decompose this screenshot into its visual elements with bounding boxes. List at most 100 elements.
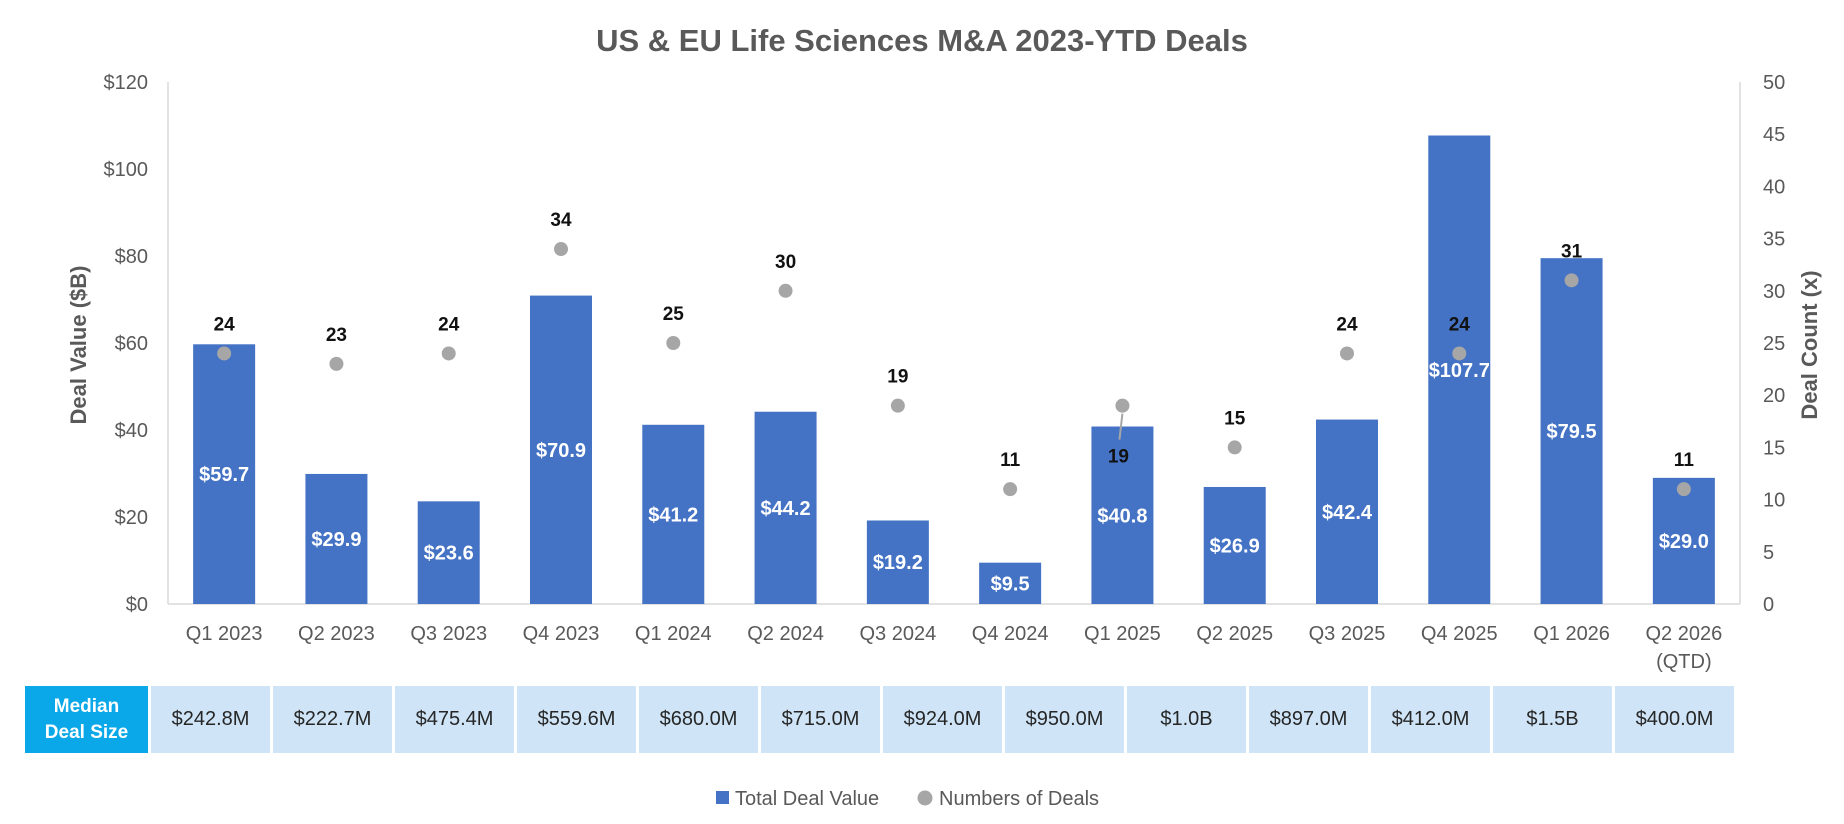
chart-title: US & EU Life Sciences M&A 2023-YTD Deals bbox=[596, 23, 1248, 58]
bar-value-label: $9.5 bbox=[991, 573, 1030, 595]
bar bbox=[1091, 426, 1154, 604]
y-tick-label: $20 bbox=[115, 507, 148, 529]
x-tick-label: Q3 2023 bbox=[410, 623, 487, 645]
bar-value-label: $70.9 bbox=[536, 440, 586, 462]
x-tick-label: Q1 2025 bbox=[1084, 623, 1161, 645]
y2-tick-label: 35 bbox=[1763, 229, 1785, 251]
x-tick-label: Q1 2024 bbox=[635, 623, 712, 645]
x-tick-label: Q1 2026 bbox=[1533, 623, 1610, 645]
x-tick-label: Q4 2025 bbox=[1421, 623, 1498, 645]
bar bbox=[1540, 258, 1603, 604]
y2-tick-label: 25 bbox=[1763, 333, 1785, 355]
deal-count-label: 24 bbox=[214, 314, 236, 335]
median-cell: $715.0M bbox=[761, 686, 880, 753]
deal-count-label: 30 bbox=[775, 252, 796, 273]
bar bbox=[1652, 477, 1715, 604]
y2-tick-label: 50 bbox=[1763, 72, 1785, 94]
points-layer bbox=[217, 242, 1691, 497]
median-cell: $924.0M bbox=[883, 686, 1002, 753]
bar-value-label: $44.2 bbox=[761, 498, 811, 520]
bar bbox=[866, 520, 929, 604]
x-tick-label: Q2 2023 bbox=[298, 623, 375, 645]
deal-count-label: 11 bbox=[1000, 450, 1021, 471]
x-tick-label: Q4 2024 bbox=[972, 623, 1049, 645]
y2-tick-label: 10 bbox=[1763, 490, 1785, 512]
deal-count-point bbox=[217, 346, 232, 361]
median-cell: $950.0M bbox=[1005, 686, 1124, 753]
bar-value-label: $107.7 bbox=[1429, 360, 1490, 382]
x-tick-label: Q2 2025 bbox=[1196, 623, 1273, 645]
bar bbox=[193, 344, 256, 604]
x-tick-label: Q4 2023 bbox=[523, 623, 600, 645]
median-header: Median Deal Size bbox=[25, 686, 148, 753]
median-row: Median Deal Size $242.8M $222.7M $475.4M… bbox=[25, 686, 1734, 753]
x-tick-label: Q2 2024 bbox=[747, 623, 824, 645]
bar-value-label: $59.7 bbox=[199, 464, 249, 486]
median-header-line1: Median bbox=[53, 695, 120, 717]
deal-count-label: 19 bbox=[887, 367, 908, 388]
y2-tick-label: 15 bbox=[1763, 437, 1785, 459]
bar bbox=[754, 411, 817, 604]
deal-count-label: 25 bbox=[663, 304, 685, 325]
y2-axis-label: Deal Count (x) bbox=[1797, 270, 1822, 419]
y2-tick-label: 20 bbox=[1763, 385, 1785, 407]
y2-tick-label: 0 bbox=[1763, 594, 1774, 616]
bar-value-label: $79.5 bbox=[1547, 421, 1597, 443]
y-tick-label: $120 bbox=[104, 72, 149, 94]
y-tick-label: $100 bbox=[104, 159, 149, 181]
bar-value-label: $19.2 bbox=[873, 552, 923, 574]
y2-tick-label: 40 bbox=[1763, 176, 1785, 198]
x-tick-label: Q1 2023 bbox=[186, 623, 263, 645]
deal-count-point bbox=[778, 283, 793, 298]
median-cell: $222.7M bbox=[273, 686, 392, 753]
bar bbox=[979, 562, 1042, 604]
deal-count-label: 34 bbox=[550, 210, 572, 231]
y-axis-label: Deal Value ($B) bbox=[66, 266, 91, 425]
x-tick-label: Q3 2025 bbox=[1309, 623, 1386, 645]
median-deal-size-table: Median Deal Size $242.8M $222.7M $475.4M… bbox=[22, 683, 1737, 756]
bar bbox=[1316, 419, 1378, 604]
deal-count-point bbox=[890, 398, 905, 413]
legend-label-bar: Total Deal Value bbox=[735, 788, 879, 810]
median-cell: $412.0M bbox=[1371, 686, 1490, 753]
legend-swatch-bar bbox=[716, 791, 729, 804]
bar bbox=[305, 473, 368, 604]
deal-count-point bbox=[554, 242, 568, 257]
deal-count-point bbox=[1115, 398, 1130, 413]
deal-count-point bbox=[1564, 273, 1579, 288]
deal-count-label: 19 bbox=[1108, 447, 1129, 468]
bar bbox=[642, 424, 705, 604]
legend: Total Deal Value Numbers of Deals bbox=[716, 788, 1099, 810]
deal-count-label: 11 bbox=[1674, 450, 1695, 471]
deal-count-point bbox=[1452, 346, 1467, 361]
x-tick-label: Q3 2024 bbox=[859, 623, 936, 645]
bar-value-label: $26.9 bbox=[1210, 535, 1260, 557]
median-cell: $897.0M bbox=[1249, 686, 1368, 753]
median-cell: $680.0M bbox=[639, 686, 758, 753]
y-tick-label: $60 bbox=[115, 333, 148, 355]
deal-count-point bbox=[1340, 346, 1354, 361]
labels-layer: $59.7 $29.9 $23.6 $70.9 $41.2 $44.2 $19.2 $9.5 $… bbox=[199, 210, 1709, 595]
y-tick-label: $0 bbox=[126, 594, 148, 616]
deal-count-point bbox=[1676, 482, 1691, 497]
bar-value-label: $41.2 bbox=[648, 504, 698, 526]
x-tick-label-sub: (QTD) bbox=[1656, 651, 1712, 673]
deal-count-label: 24 bbox=[438, 314, 460, 335]
median-cell: $400.0M bbox=[1615, 686, 1734, 753]
bar bbox=[1428, 135, 1491, 604]
deal-count-point bbox=[1003, 482, 1018, 497]
legend-label-dot: Numbers of Deals bbox=[939, 788, 1099, 810]
bar-value-label: $42.4 bbox=[1322, 502, 1373, 524]
median-header-line2: Deal Size bbox=[44, 721, 129, 743]
bar-value-label: $29.9 bbox=[311, 529, 361, 551]
deal-count-label: 15 bbox=[1224, 408, 1246, 429]
y-tick-label: $40 bbox=[115, 420, 148, 442]
legend-swatch-dot bbox=[917, 790, 933, 806]
deal-count-label: 31 bbox=[1561, 241, 1583, 262]
deal-count-label: 23 bbox=[326, 325, 347, 346]
bar bbox=[417, 501, 480, 604]
median-cell: $1.0B bbox=[1127, 686, 1246, 753]
bar-value-label: $29.0 bbox=[1659, 531, 1709, 553]
bar-value-label: $23.6 bbox=[424, 543, 474, 565]
